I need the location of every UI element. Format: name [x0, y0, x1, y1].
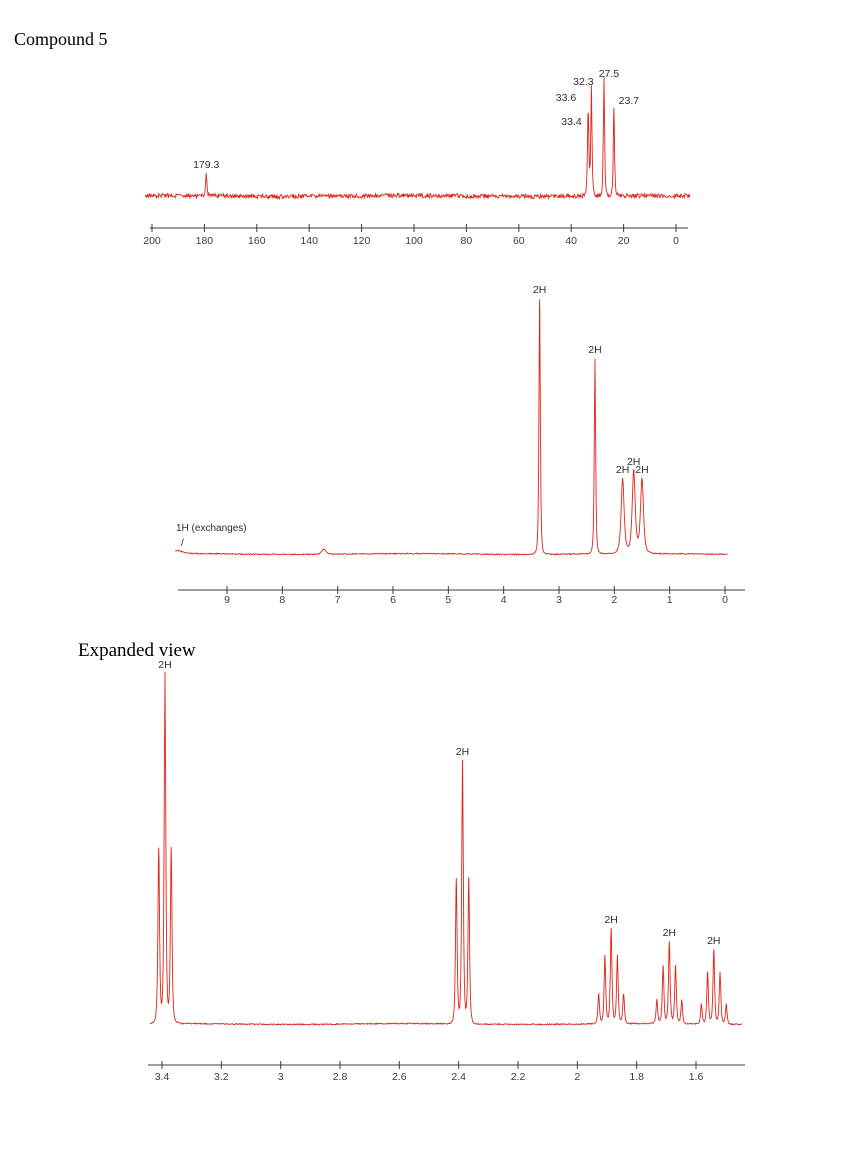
axis-tick-label: 3.4: [155, 1071, 170, 1083]
axis-tick-label: 7: [335, 594, 341, 606]
peak-label: 2H: [604, 914, 617, 926]
peak-label: 2H: [635, 464, 648, 476]
peak-label: 179.3: [193, 159, 219, 171]
peak-label: 2H: [627, 456, 640, 468]
axis-tick-label: 0: [722, 594, 728, 606]
annotation-text: 1H (exchanges): [176, 523, 247, 534]
axis-tick-label: 120: [353, 235, 371, 247]
axis-tick-label: 80: [461, 235, 473, 247]
peak-label: 33.4: [561, 116, 582, 128]
axis-tick-label: 1.6: [689, 1071, 704, 1083]
axis-tick-label: 180: [196, 235, 214, 247]
axis-tick-label: 100: [405, 235, 423, 247]
axis-tick-label: 4: [501, 594, 507, 606]
peak-label: 23.7: [619, 95, 640, 107]
peak-label: 2H: [158, 659, 171, 671]
axis-tick-label: 20: [618, 235, 630, 247]
axis-tick-label: 140: [300, 235, 318, 247]
proton-nmr-expanded-trace: [149, 671, 742, 1026]
axis-tick-label: 3: [278, 1071, 284, 1083]
axis-tick-label: 0: [673, 235, 679, 247]
carbon-13-nmr-trace: [144, 76, 691, 201]
axis-tick-label: 1: [667, 594, 673, 606]
axis-tick-label: 200: [143, 235, 161, 247]
peak-label: 27.5: [599, 68, 620, 80]
peak-label: 2H: [616, 464, 629, 476]
peak-label: 33.6: [556, 92, 577, 104]
axis-tick-label: 2: [611, 594, 617, 606]
axis-tick-label: 2.4: [451, 1071, 466, 1083]
axis-tick-label: 2.8: [333, 1071, 348, 1083]
axis-tick-label: 3.2: [214, 1071, 229, 1083]
proton-nmr-trace: [174, 299, 728, 556]
axis-tick-label: 3: [556, 594, 562, 606]
axis-tick-label: 2.2: [511, 1071, 526, 1083]
axis-tick-label: 2: [574, 1071, 580, 1083]
peak-label: 2H: [707, 935, 720, 947]
proton-nmr-expanded-chart: 3.4 3.2 3 2.8 2.6 2.4 2.2 2 1.8 1.6 2H 2H 2H 2H 2H: [148, 659, 745, 1083]
axis-tick-label: 8: [279, 594, 285, 606]
carbon-13-nmr-chart: 200 180 160 140 120 100 80 60 40 20 0179.333.633.4…: [143, 68, 691, 247]
axis-tick-label: 60: [513, 235, 525, 247]
axis-tick-label: 40: [565, 235, 577, 247]
annotation-text: /: [181, 538, 184, 549]
axis-tick-label: 6: [390, 594, 396, 606]
axis-tick-label: 160: [248, 235, 266, 247]
peak-label: 2H: [533, 284, 546, 296]
peak-label: 2H: [588, 344, 601, 356]
axis-tick-label: 9: [224, 594, 230, 606]
axis-tick-label: 1.8: [629, 1071, 644, 1083]
axis-tick-label: 5: [445, 594, 451, 606]
compound-title: Compound 5: [14, 29, 108, 49]
expanded-view-heading: Expanded view: [78, 640, 196, 661]
peak-label: 32.3: [573, 76, 594, 88]
axis-tick-label: 2.6: [392, 1071, 407, 1083]
peak-label: 2H: [663, 927, 676, 939]
peak-label: 2H: [456, 746, 469, 758]
